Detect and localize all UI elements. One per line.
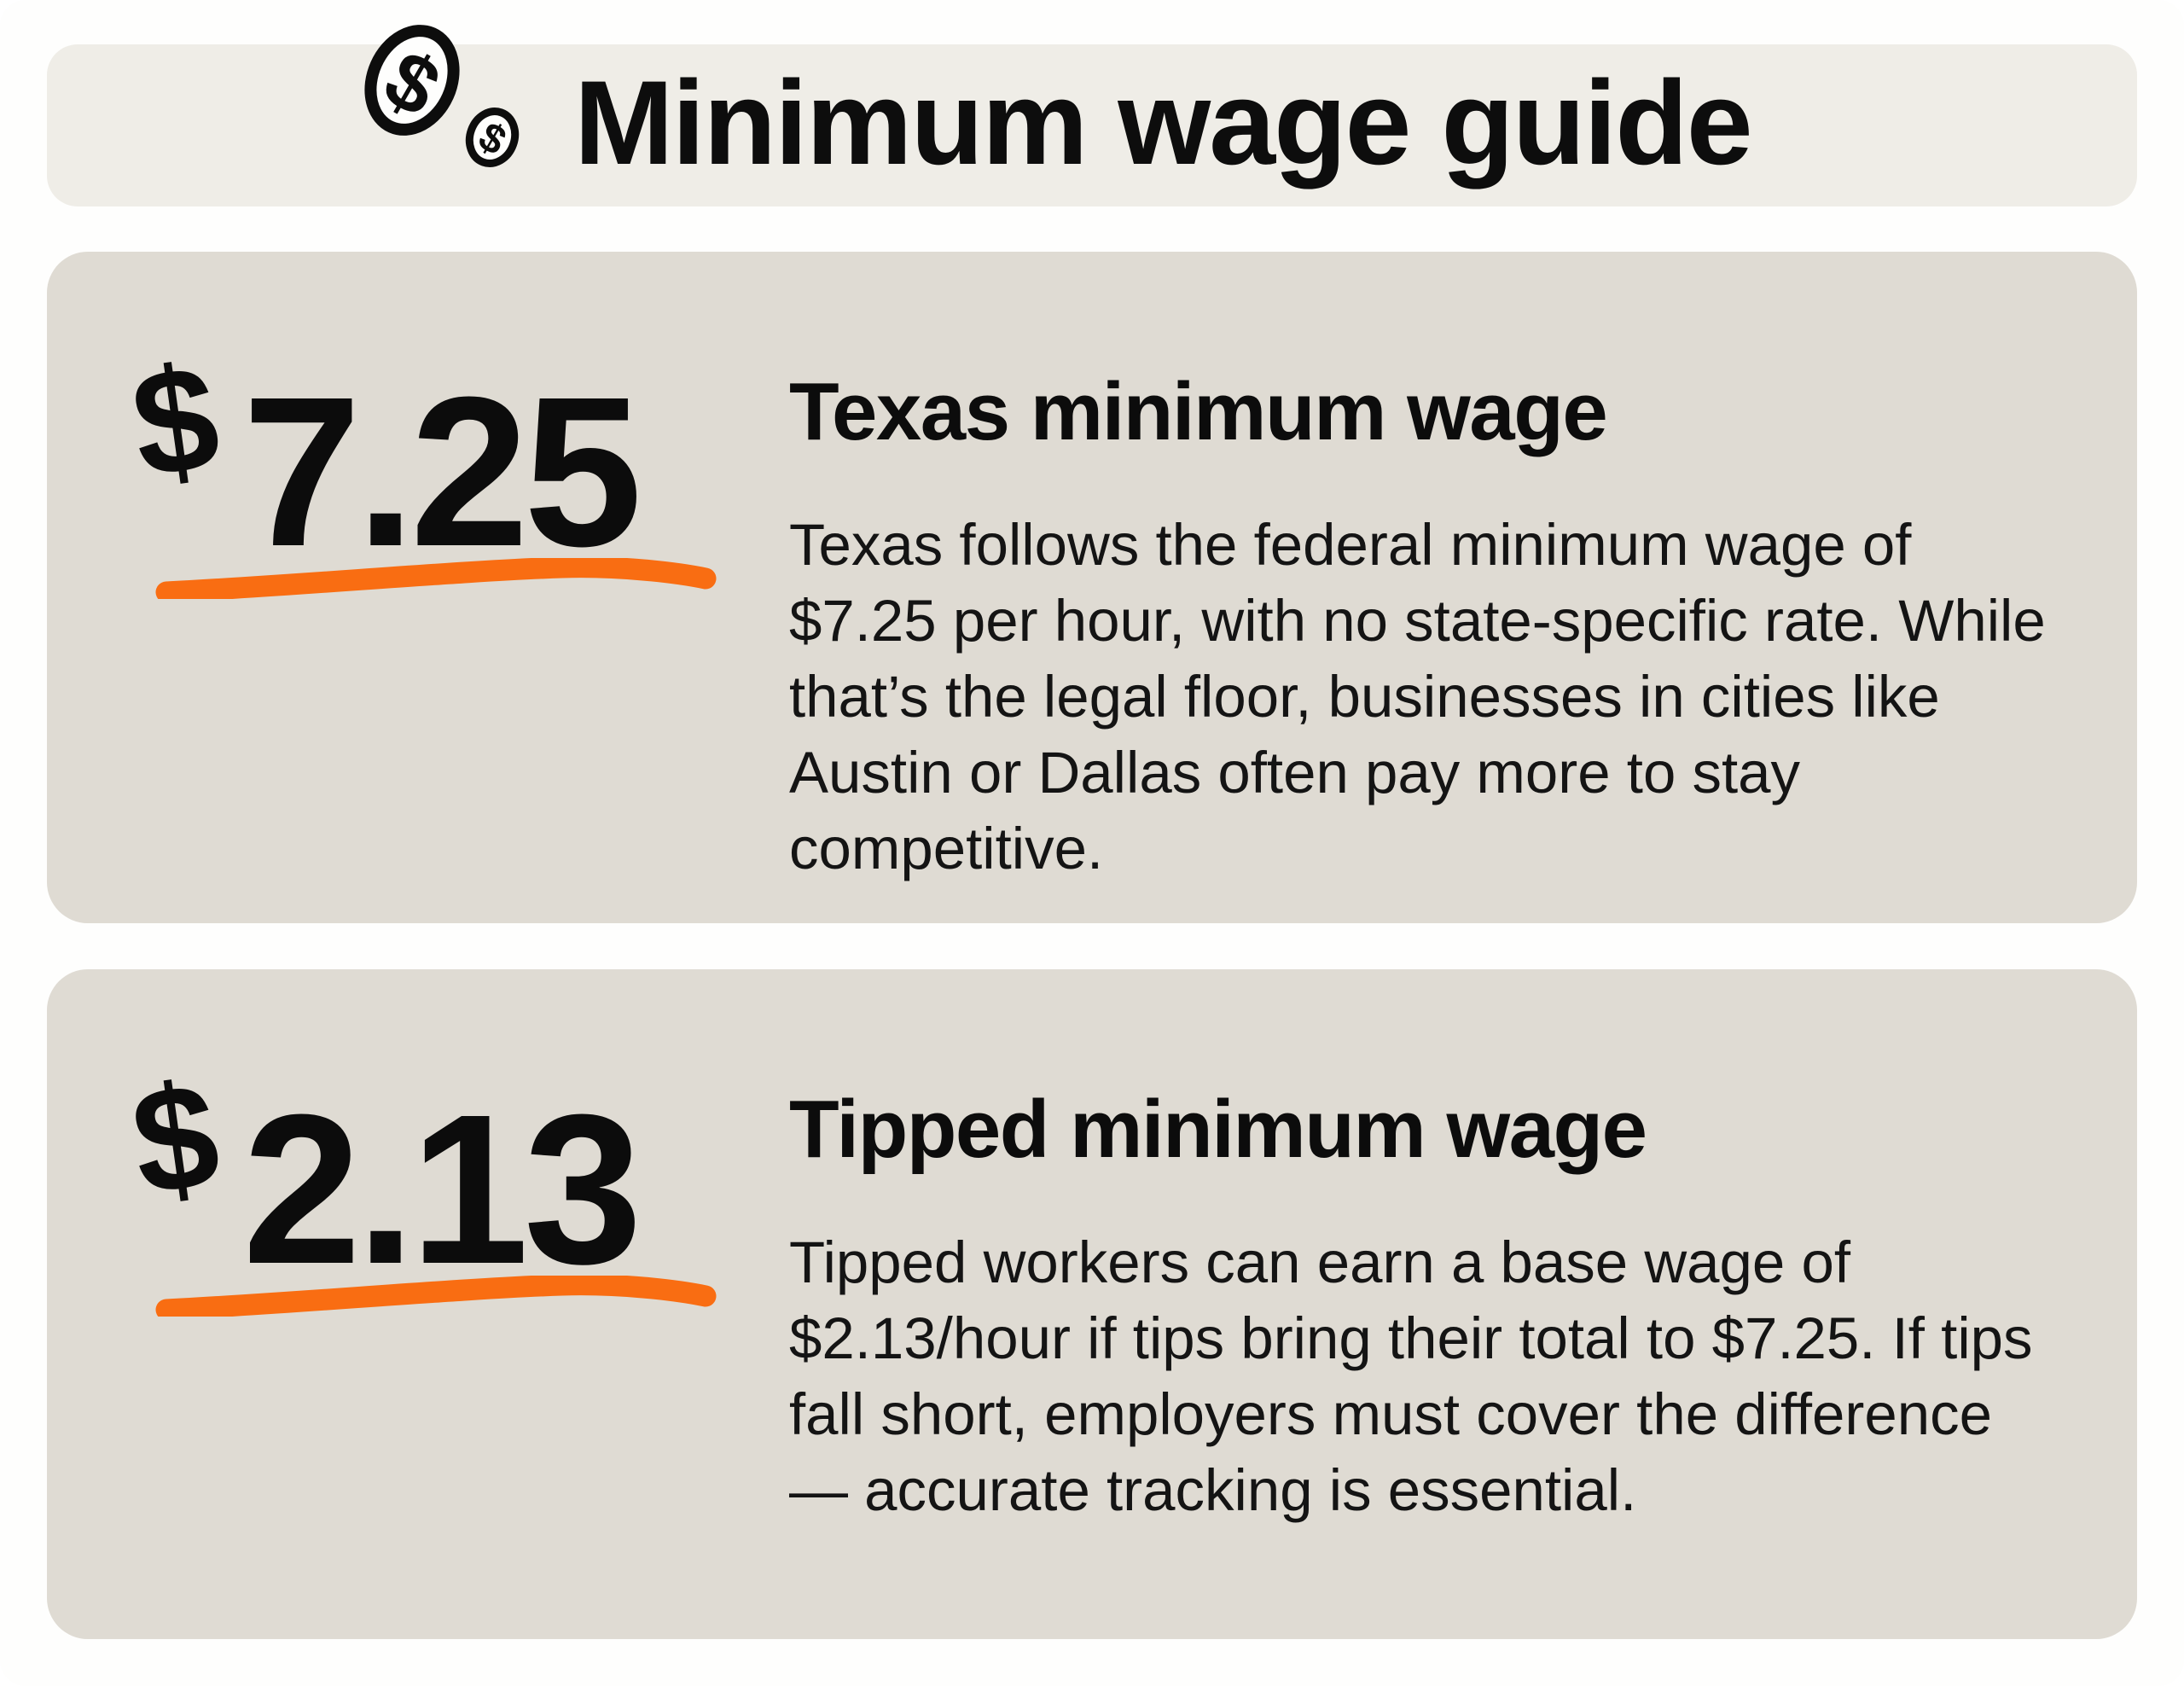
- card-heading: Texas minimum wage: [789, 366, 1608, 457]
- amount-value: 2.13: [242, 1070, 642, 1308]
- amount-value: 7.25: [242, 352, 642, 590]
- amount-column: $2.13: [47, 969, 789, 1639]
- wage-card-texas: $7.25 Texas minimum wage Texas follows t…: [47, 252, 2137, 923]
- dollar-sign: $: [122, 1051, 229, 1228]
- amount-column: $7.25: [47, 252, 789, 923]
- text-column: Texas minimum wage Texas follows the fed…: [789, 252, 2137, 923]
- large-coin-icon: $: [364, 25, 460, 136]
- card-heading: Tipped minimum wage: [789, 1084, 1647, 1175]
- hand-drawn-underline: [155, 558, 717, 599]
- wage-amount: $7.25: [123, 334, 789, 578]
- card-body: Tipped workers can earn a base wage of $…: [789, 1229, 2033, 1523]
- small-coin-icon: $: [465, 108, 520, 167]
- hand-drawn-underline: [155, 1276, 717, 1317]
- card-body: Texas follows the federal minimum wage o…: [789, 511, 2046, 881]
- dollar-sign: $: [122, 334, 229, 510]
- page-title: Minimum wage guide: [574, 55, 1753, 189]
- wage-card-tipped: $2.13 Tipped minimum wage Tipped workers…: [47, 969, 2137, 1639]
- wage-amount: $2.13: [123, 1051, 789, 1296]
- dollar-coins-icon: $ $: [364, 25, 520, 167]
- text-column: Tipped minimum wage Tipped workers can e…: [789, 969, 2137, 1639]
